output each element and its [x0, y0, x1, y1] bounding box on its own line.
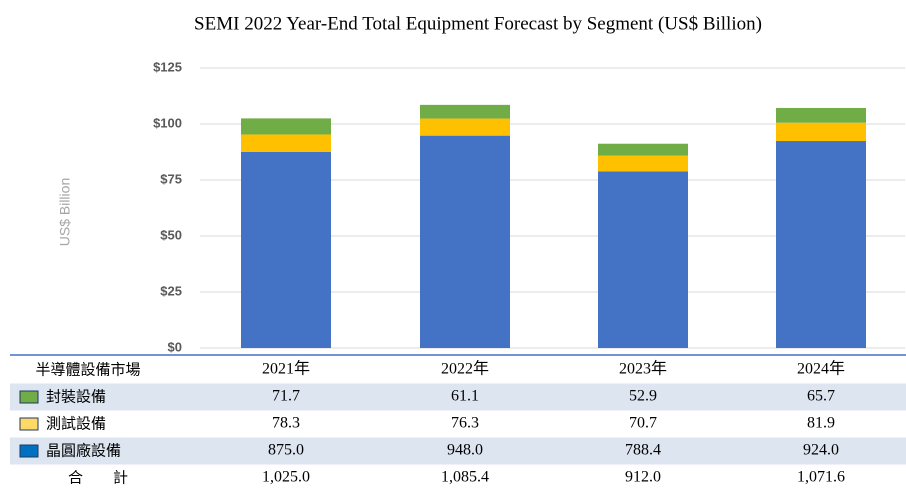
table-cell: 1,085.4: [441, 469, 489, 486]
table-cell: 1,071.6: [797, 469, 845, 486]
table-cell: 78.3: [272, 415, 300, 432]
bar-segment: [598, 143, 688, 156]
bar-segment: [598, 155, 688, 172]
table-cell: 948.0: [447, 442, 483, 459]
x-tick-label: 2021年: [262, 360, 310, 378]
table-cell: 76.3: [451, 415, 479, 432]
legend-label: 晶圓廠設備: [46, 442, 121, 460]
y-axis-label: US$ Billion: [57, 178, 73, 246]
bar-segment: [241, 118, 331, 135]
y-tick-label: $100: [153, 115, 182, 130]
table-cell: 912.0: [625, 469, 661, 486]
table-cell: 875.0: [268, 442, 304, 459]
x-tick-label: 2023年: [619, 360, 667, 378]
chart-title: SEMI 2022 Year-End Total Equipment Forec…: [194, 13, 762, 34]
x-tick-label: 2022年: [441, 360, 489, 378]
table-cell: 924.0: [803, 442, 839, 459]
table-row-band: [10, 437, 906, 465]
bar-segment: [420, 118, 510, 136]
y-tick-label: $0: [168, 339, 182, 354]
x-tick-label: 2024年: [797, 360, 845, 378]
table-row-band: [10, 383, 906, 411]
bar-segment: [241, 152, 331, 348]
table-cell: 52.9: [629, 388, 657, 405]
legend-label: 封裝設備: [46, 388, 106, 406]
bar-segment: [241, 134, 331, 152]
total-label: 合 計: [68, 469, 128, 487]
legend-swatch: [19, 444, 39, 458]
bar-segment: [420, 104, 510, 119]
bar-segment: [776, 141, 866, 348]
table-cell: 81.9: [807, 415, 835, 432]
bar-segment: [776, 122, 866, 142]
table-header: 半導體設備市場: [35, 361, 140, 379]
table-cell: 71.7: [272, 388, 300, 405]
y-tick-label: $50: [160, 227, 182, 242]
bar-segment: [776, 107, 866, 123]
bar-segment: [598, 171, 688, 348]
table-cell: 1,025.0: [262, 469, 310, 486]
table-cell: 70.7: [629, 415, 657, 432]
table-cell: 61.1: [451, 388, 479, 405]
legend-swatch: [19, 417, 39, 431]
table-cell: 788.4: [625, 442, 661, 459]
table-cell: 65.7: [807, 388, 835, 405]
y-tick-label: $25: [160, 283, 182, 298]
bar-segment: [420, 135, 510, 348]
legend-swatch: [19, 390, 39, 404]
y-tick-label: $75: [160, 171, 182, 186]
legend-label: 測試設備: [46, 415, 106, 433]
y-tick-label: $125: [153, 59, 182, 74]
